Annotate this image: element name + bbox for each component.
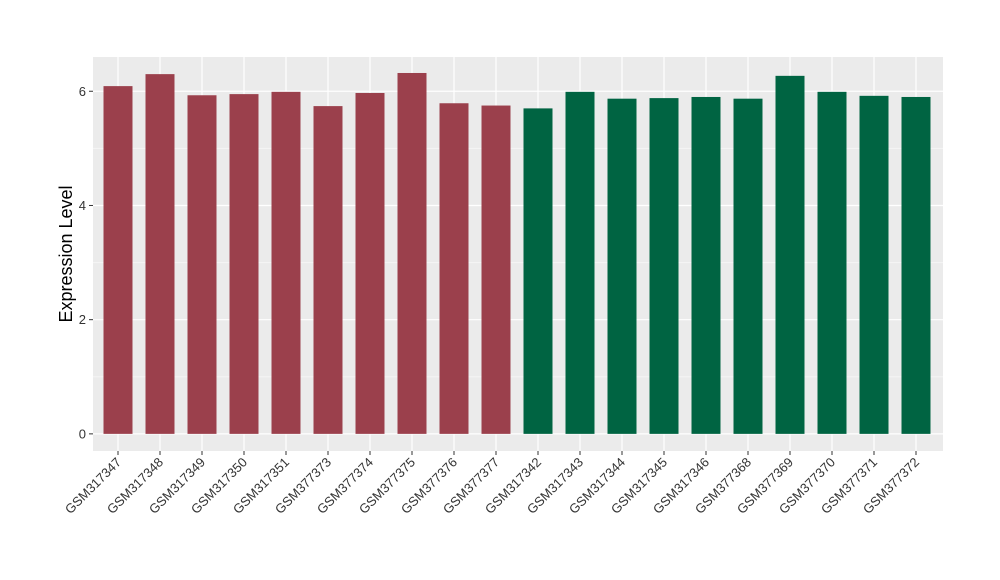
bar-GSM317351 <box>271 91 301 434</box>
bars <box>103 72 931 434</box>
plot-panel <box>93 57 943 451</box>
bar-GSM317350 <box>229 94 259 434</box>
y-tick-label: 0 <box>79 426 86 441</box>
bar-GSM377369 <box>775 75 805 434</box>
x-axis: GSM317347GSM317348GSM317349GSM317350GSM3… <box>62 451 922 517</box>
bar-GSM317343 <box>565 91 595 434</box>
bar-GSM377376 <box>439 103 469 434</box>
bar-GSM377368 <box>733 98 763 434</box>
bar-GSM317346 <box>691 96 721 434</box>
bar-GSM377372 <box>901 96 931 434</box>
bar-GSM377374 <box>355 92 385 434</box>
bar-GSM317342 <box>523 108 553 434</box>
bar-GSM377377 <box>481 105 511 434</box>
bar-GSM377371 <box>859 95 889 434</box>
y-axis-title: Expression Level <box>56 185 76 322</box>
y-tick-label: 4 <box>79 198 86 213</box>
y-tick-label: 6 <box>79 84 86 99</box>
bar-GSM317347 <box>103 86 133 434</box>
bar-GSM317345 <box>649 98 679 434</box>
bar-GSM317349 <box>187 95 217 434</box>
y-tick-label: 2 <box>79 312 86 327</box>
bar-GSM317344 <box>607 98 637 434</box>
bar-GSM377370 <box>817 91 847 434</box>
bar-GSM377373 <box>313 106 343 434</box>
bar-GSM377375 <box>397 72 427 434</box>
bar-GSM317348 <box>145 74 175 434</box>
y-axis: 0 2 4 6 <box>79 84 93 441</box>
